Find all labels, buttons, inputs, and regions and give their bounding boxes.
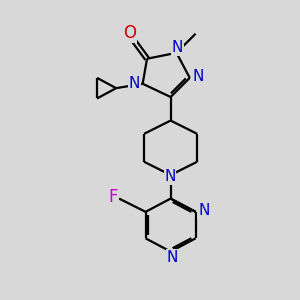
Text: N: N	[192, 69, 204, 84]
Text: N: N	[167, 250, 178, 265]
Text: O: O	[123, 24, 136, 42]
Text: N: N	[198, 203, 210, 218]
Text: N: N	[164, 169, 176, 184]
Text: N: N	[171, 40, 183, 55]
Text: N: N	[129, 76, 140, 91]
Text: F: F	[108, 188, 118, 206]
